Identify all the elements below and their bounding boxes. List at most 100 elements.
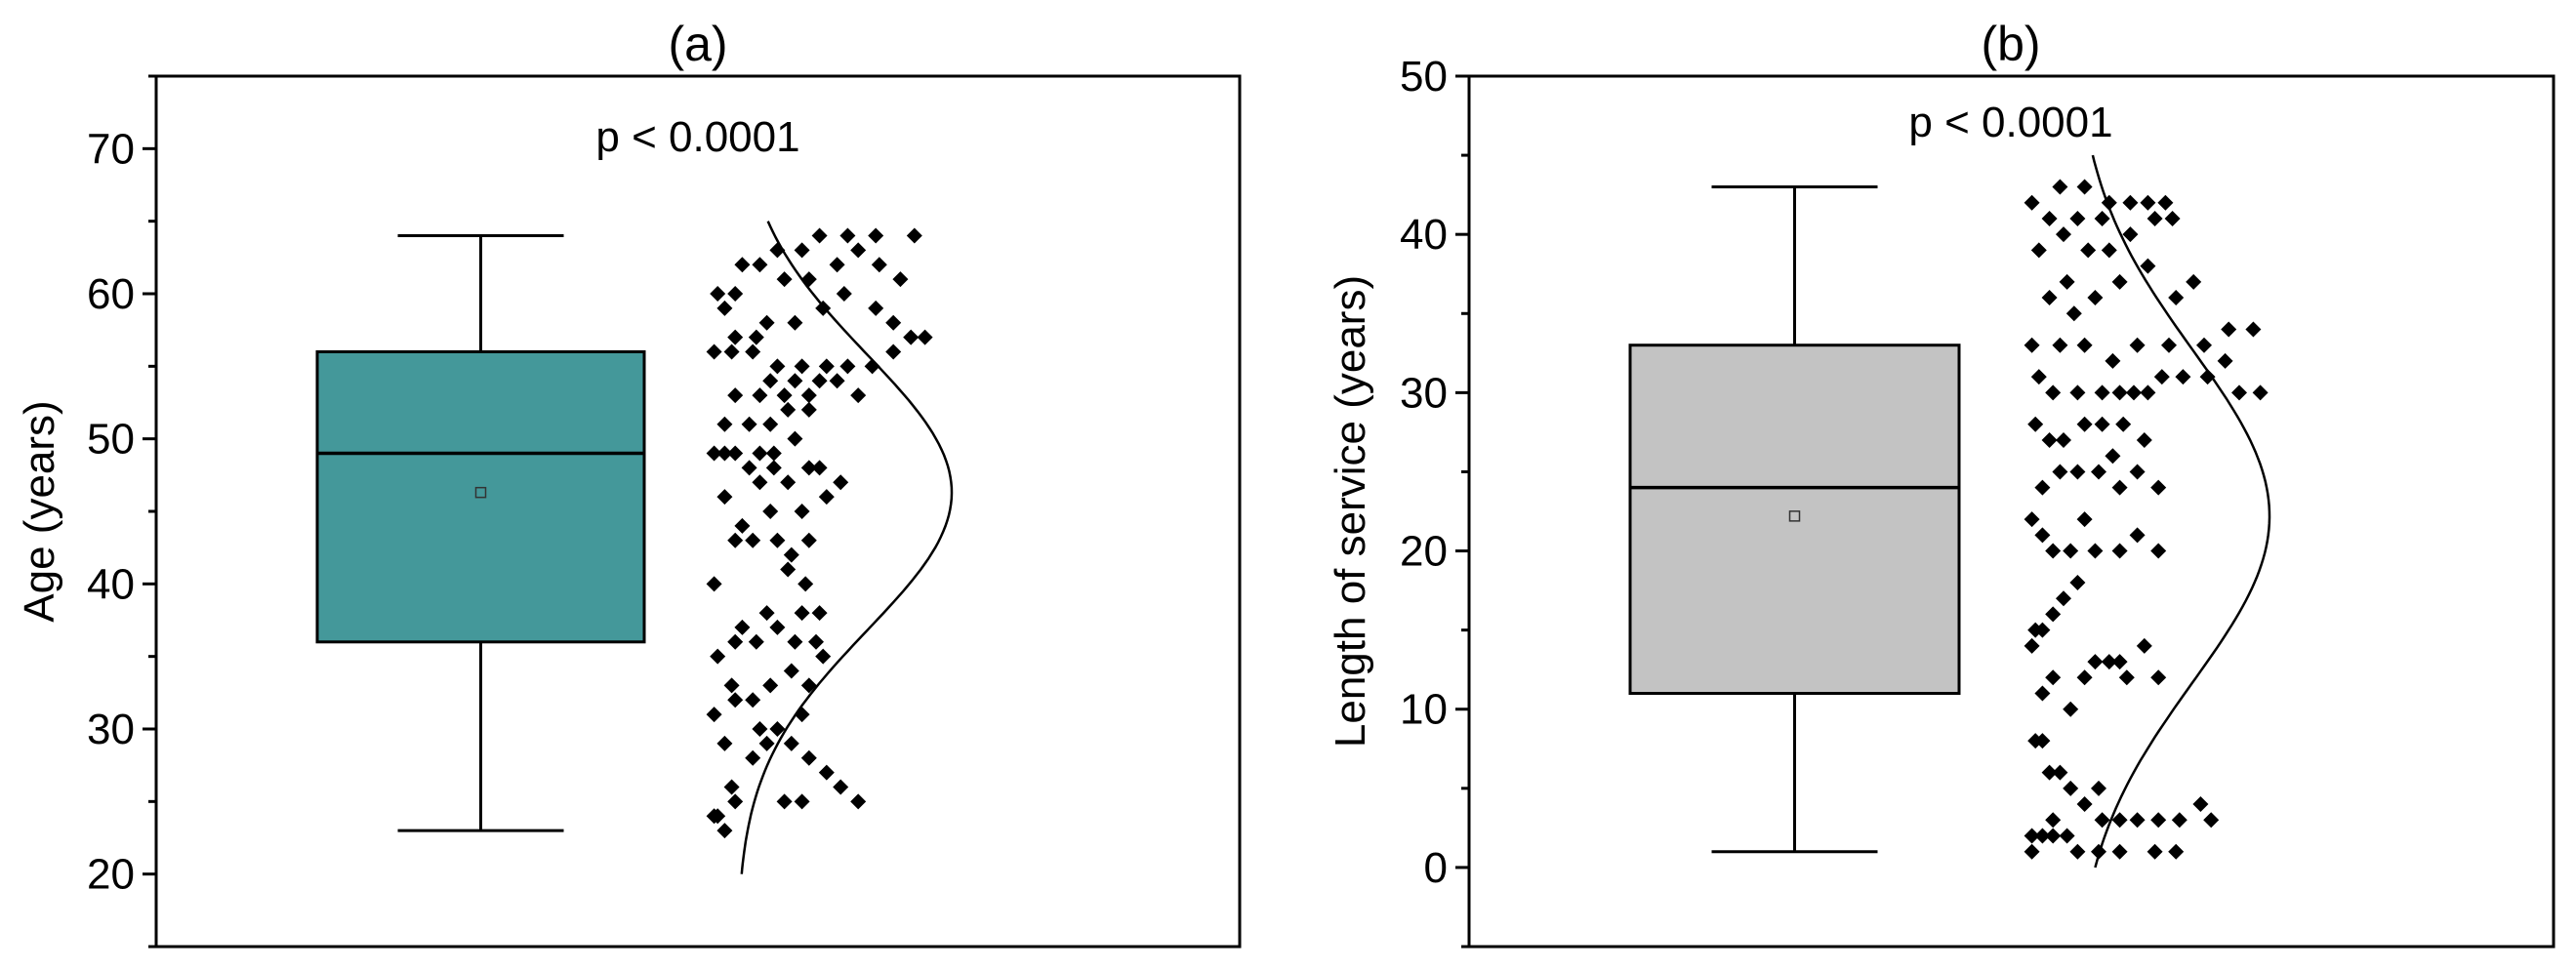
data-point [2024, 828, 2040, 844]
data-point [727, 445, 744, 462]
data-point [706, 344, 722, 360]
panel-b: (b) 0 10 20 30 40 50 Length of service (years) p… [1327, 17, 2556, 949]
data-point [2118, 669, 2135, 686]
data-point [2045, 543, 2062, 559]
y-tick-label: 40 [87, 560, 135, 608]
data-point [2217, 352, 2233, 369]
data-point [758, 735, 775, 751]
data-point [723, 677, 740, 694]
data-point [762, 504, 779, 519]
y-tick-label: 30 [1400, 369, 1448, 417]
data-point [716, 416, 733, 432]
data-point [2199, 369, 2216, 385]
data-point [2059, 273, 2075, 290]
data-point [2150, 812, 2167, 829]
data-point [2122, 226, 2139, 243]
data-point [2069, 384, 2086, 401]
data-point [2034, 527, 2051, 544]
data-point [2045, 384, 2062, 401]
data-point [2045, 828, 2062, 844]
data-point [885, 314, 902, 331]
data-point [752, 257, 768, 273]
data-point [2111, 479, 2128, 496]
data-point [818, 489, 835, 506]
data-point [850, 793, 867, 810]
normal-distribution-curve [740, 221, 954, 874]
data-point [833, 474, 849, 491]
data-point [2045, 669, 2062, 686]
data-point [2069, 210, 2086, 226]
data-point [776, 793, 793, 810]
data-point [2105, 448, 2121, 465]
data-point [2192, 796, 2209, 813]
data-point [2245, 321, 2262, 338]
data-point [2087, 290, 2104, 306]
data-point [769, 358, 786, 375]
data-point [734, 257, 751, 273]
data-point [836, 286, 852, 302]
data-point [741, 460, 757, 476]
panel-a: (a) 20 30 40 50 60 70 Age (years) p < 0.0001 [16, 17, 1242, 949]
data-point [2056, 226, 2071, 243]
y-tick-label: 60 [87, 270, 135, 318]
data-point [723, 344, 740, 360]
data-point [2153, 369, 2170, 385]
data-point [727, 329, 744, 345]
data-point [745, 692, 761, 708]
y-tick-label: 50 [1400, 53, 1448, 101]
y-tick-label: 40 [1400, 211, 1448, 259]
data-point [850, 242, 867, 259]
data-point [2122, 194, 2139, 211]
data-point [2041, 290, 2058, 306]
data-point [2168, 843, 2185, 860]
data-point [839, 227, 856, 244]
data-point [2069, 843, 2086, 860]
data-point [787, 314, 803, 331]
data-point [716, 735, 733, 751]
data-point [765, 460, 782, 476]
data-point [868, 300, 884, 316]
data-point [762, 373, 779, 389]
p-value-annotation: p < 0.0001 [1908, 99, 2112, 146]
data-point [2175, 369, 2191, 385]
data-point [716, 300, 733, 316]
data-point [734, 517, 751, 534]
data-point [2052, 464, 2068, 480]
data-point [769, 532, 786, 548]
p-value-annotation: p < 0.0001 [595, 113, 799, 161]
data-point [2126, 384, 2142, 401]
data-point [2024, 637, 2040, 654]
y-tick-label: 20 [87, 851, 135, 899]
data-point [716, 489, 733, 506]
data-point [727, 692, 744, 708]
data-point [871, 257, 887, 273]
data-point [2168, 290, 2185, 306]
data-point [727, 387, 744, 404]
data-point [800, 271, 817, 288]
data-point [727, 633, 744, 650]
data-point [752, 721, 768, 737]
y-tick-label: 30 [87, 706, 135, 753]
data-point [800, 460, 817, 476]
data-point [2164, 210, 2181, 226]
data-point [2076, 669, 2093, 686]
data-point [2063, 701, 2079, 717]
data-point [2111, 654, 2128, 670]
data-point [769, 721, 786, 737]
data-point [2024, 843, 2040, 860]
data-point [829, 373, 845, 389]
data-point [2157, 194, 2174, 211]
data-point [752, 474, 768, 491]
data-point [811, 373, 828, 389]
data-point [758, 605, 775, 622]
data-point [892, 271, 909, 288]
data-point [2052, 337, 2068, 353]
data-point [2034, 828, 2051, 844]
data-point [2094, 210, 2110, 226]
data-point [2034, 733, 2051, 749]
data-point [710, 648, 726, 665]
data-point [2129, 337, 2146, 353]
data-point [2140, 258, 2156, 274]
y-axis-label: Age (years) [16, 400, 63, 622]
data-point [2111, 273, 2128, 290]
